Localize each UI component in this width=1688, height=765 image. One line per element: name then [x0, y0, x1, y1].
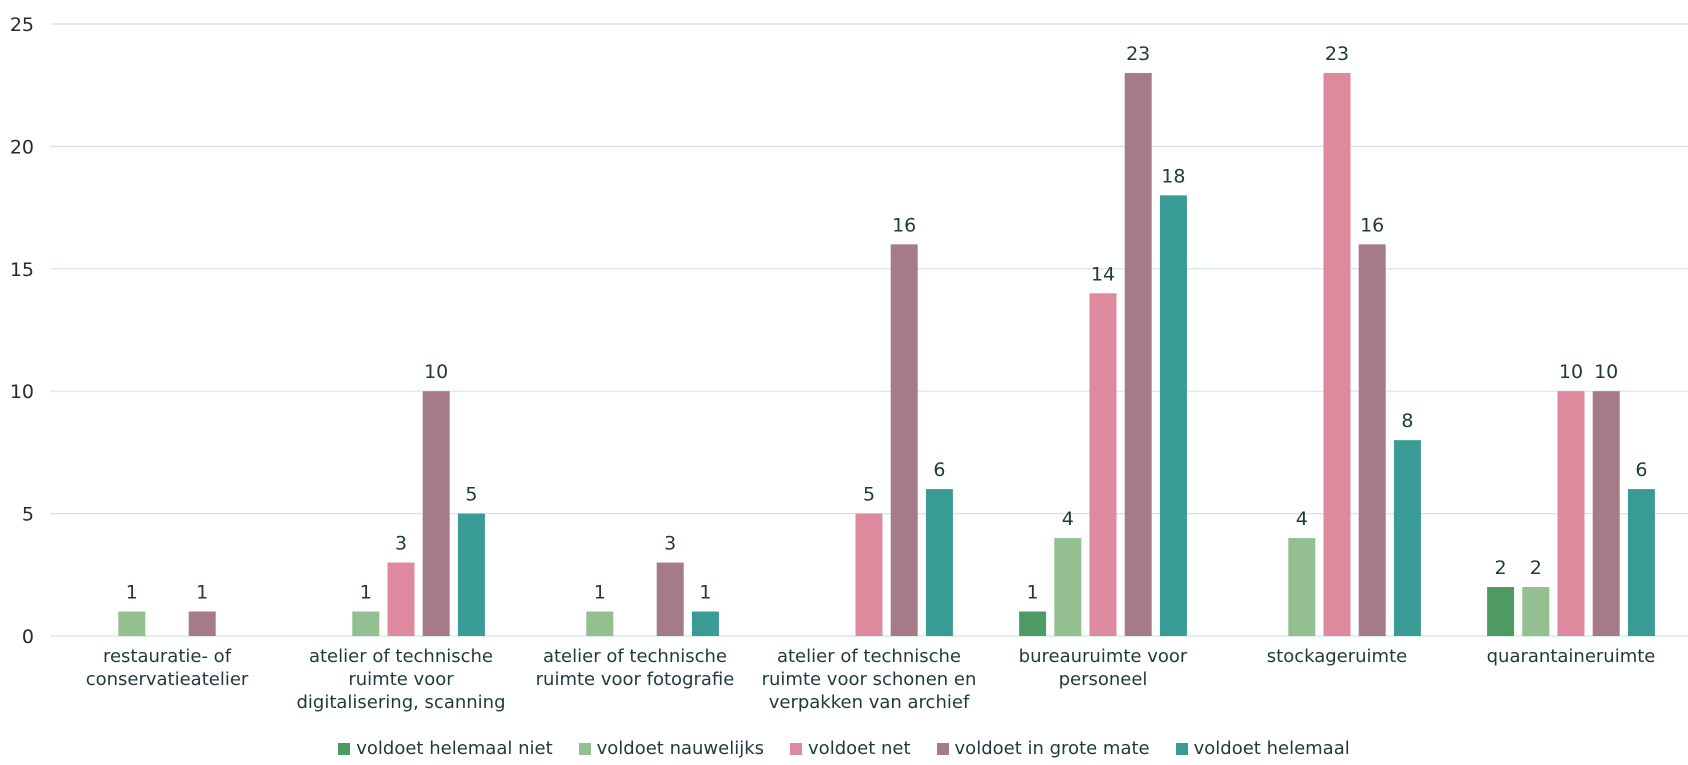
- x-tick-label: bureauruimte voor personeel: [1019, 646, 1188, 690]
- data-label: 2: [1530, 557, 1542, 579]
- y-tick-label: 10: [10, 381, 34, 403]
- data-label: 1: [126, 582, 138, 604]
- bar: [1627, 489, 1655, 636]
- data-label: 6: [933, 459, 945, 481]
- x-tick-label: stockageruimte: [1267, 646, 1407, 667]
- bar: [1323, 72, 1351, 636]
- legend-label: voldoet net: [808, 738, 911, 759]
- data-label: 10: [1559, 361, 1583, 383]
- data-label: 1: [360, 582, 372, 604]
- x-tick-label: atelier of technische ruimte voor schonen…: [762, 646, 977, 713]
- data-label: 10: [1594, 361, 1618, 383]
- data-label: 10: [424, 361, 448, 383]
- bar: [586, 611, 614, 636]
- legend-swatch: [790, 742, 803, 755]
- legend-swatch: [936, 742, 949, 755]
- bar: [1358, 244, 1386, 636]
- bar: [1019, 611, 1047, 636]
- bar: [387, 562, 415, 636]
- legend-label: voldoet nauwelijks: [596, 738, 765, 759]
- bar: [188, 611, 216, 636]
- bar: [118, 611, 146, 636]
- legend-label: voldoet in grote mate: [954, 738, 1150, 759]
- bar: [1054, 538, 1082, 636]
- x-tick-label: restauratie- of conservatieatelier: [86, 646, 249, 690]
- data-label: 18: [1161, 165, 1185, 187]
- bars: [118, 72, 1655, 637]
- bar: [1487, 587, 1515, 636]
- bar: [1592, 391, 1620, 636]
- data-label: 6: [1635, 459, 1647, 481]
- bar: [1522, 587, 1550, 636]
- bar: [1159, 195, 1187, 637]
- data-label: 4: [1062, 508, 1074, 530]
- data-label: 23: [1126, 43, 1150, 65]
- x-tick-label: atelier of technische ruimte voor digitali…: [296, 646, 505, 713]
- bar: [656, 562, 684, 636]
- data-label: 16: [1360, 214, 1384, 236]
- bar: [1557, 391, 1585, 636]
- bar: [890, 244, 918, 636]
- data-label: 8: [1401, 410, 1413, 432]
- bar: [352, 611, 380, 636]
- y-tick-label: 0: [22, 626, 34, 648]
- x-tick-label: atelier of technische ruimte voor fotogra…: [536, 646, 735, 690]
- legend-label: voldoet helemaal niet: [356, 738, 553, 759]
- data-label: 2: [1495, 557, 1507, 579]
- data-label: 16: [892, 214, 916, 236]
- bar: [691, 611, 719, 636]
- legend-swatch: [578, 742, 591, 755]
- bar: [925, 489, 953, 636]
- bar: [1393, 440, 1421, 636]
- data-label: 14: [1091, 263, 1115, 285]
- legend-swatch: [1175, 742, 1188, 755]
- y-tick-label: 20: [10, 136, 34, 158]
- legend-item: voldoet helemaal: [1175, 738, 1350, 759]
- legend-item: voldoet nauwelijks: [578, 738, 765, 759]
- data-label: 5: [863, 484, 875, 506]
- data-label: 3: [395, 533, 407, 555]
- bar: [1124, 72, 1152, 636]
- data-label: 1: [699, 582, 711, 604]
- data-label: 1: [1027, 582, 1039, 604]
- data-label: 23: [1325, 43, 1349, 65]
- y-axis: 0 5 10 15 20 25: [10, 14, 34, 648]
- data-label: 3: [664, 533, 676, 555]
- legend-label: voldoet helemaal: [1193, 738, 1350, 759]
- data-label: 1: [594, 582, 606, 604]
- x-tick-label: quarantaineruimte: [1487, 646, 1656, 667]
- bar: [457, 513, 485, 636]
- legend: voldoet helemaal niet voldoet nauwelijks v…: [0, 738, 1688, 759]
- bar: [1288, 538, 1316, 636]
- bar: [422, 391, 450, 636]
- y-tick-label: 25: [10, 14, 34, 36]
- legend-swatch: [338, 742, 351, 755]
- legend-item: voldoet in grote mate: [936, 738, 1150, 759]
- legend-item: voldoet net: [790, 738, 911, 759]
- data-label: 1: [196, 582, 208, 604]
- x-axis: restauratie- of conservatieatelier atelier…: [86, 646, 1656, 713]
- bar: [855, 513, 883, 636]
- legend-item: voldoet helemaal niet: [338, 738, 553, 759]
- data-label: 5: [465, 484, 477, 506]
- bar: [1089, 293, 1117, 636]
- y-tick-label: 5: [22, 504, 34, 526]
- y-tick-label: 15: [10, 259, 34, 281]
- data-label: 4: [1296, 508, 1308, 530]
